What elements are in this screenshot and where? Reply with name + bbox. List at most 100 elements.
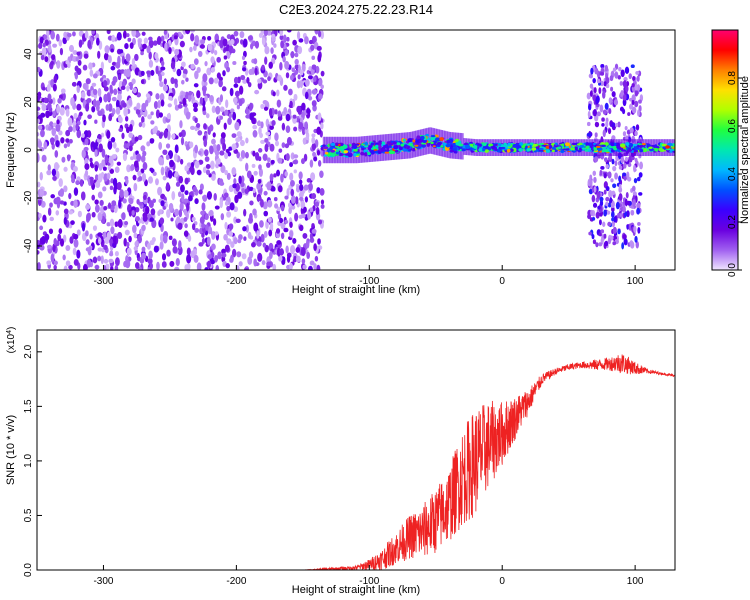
heatmap-cell: [115, 147, 120, 153]
heatmap-cell: [284, 195, 289, 200]
heatmap-cell: [263, 106, 269, 111]
heatmap-cell: [207, 254, 213, 260]
heatmap-cell: [197, 130, 203, 136]
heatmap-cell: [280, 204, 285, 210]
heatmap-cell: [624, 156, 629, 162]
y-tick-label: -20: [23, 190, 34, 205]
heatmap-cell: [277, 185, 283, 193]
heatmap-cell: [320, 84, 324, 90]
heatmap-cell: [76, 103, 82, 111]
heatmap-cell: [292, 238, 297, 244]
heatmap-cell: [257, 252, 263, 262]
heatmap-cell: [150, 120, 155, 125]
heatmap-cell: [228, 231, 234, 237]
heatmap-cell: [347, 153, 353, 158]
heatmap-cell: [595, 242, 599, 248]
heatmap-cell: [196, 90, 201, 99]
heatmap-cell: [207, 226, 213, 235]
heatmap-cell: [192, 102, 198, 109]
heatmap-cell: [220, 165, 226, 174]
spectrogram-x-label: Height of straight line (km): [292, 284, 420, 296]
heatmap-cell: [253, 170, 258, 176]
heatmap-cell: [300, 200, 306, 209]
heatmap-cell: [202, 110, 207, 116]
heatmap-cell: [359, 136, 362, 163]
heatmap-cell: [208, 77, 214, 85]
heatmap-cell: [586, 132, 592, 137]
heatmap-cell: [230, 38, 235, 45]
heatmap-cell: [39, 188, 44, 198]
heatmap-cell: [245, 137, 249, 144]
heatmap-cell: [105, 104, 110, 111]
heatmap-cell: [667, 142, 673, 147]
heatmap-cell: [545, 149, 551, 154]
heatmap-cell: [219, 94, 224, 103]
colorbar-tick-label: 0.0: [727, 263, 738, 277]
heatmap-cell: [278, 255, 283, 262]
heatmap-cell: [227, 117, 232, 125]
heatmap-cell: [209, 124, 214, 132]
heatmap-cell: [317, 112, 322, 122]
heatmap-cell: [182, 68, 188, 75]
heatmap-cell: [112, 177, 118, 187]
heatmap-cell: [51, 168, 57, 177]
heatmap-cell: [314, 255, 319, 262]
heatmap-cell: [293, 169, 298, 174]
heatmap-cell: [280, 173, 284, 183]
heatmap-cell: [484, 145, 489, 150]
heatmap-cell: [637, 176, 641, 182]
heatmap-cell: [630, 64, 635, 69]
heatmap-cell: [233, 76, 239, 84]
heatmap-cell: [107, 140, 113, 150]
heatmap-cell: [153, 100, 159, 110]
heatmap-cell: [311, 55, 316, 61]
heatmap-cell: [307, 265, 313, 270]
heatmap-cell: [125, 53, 131, 62]
heatmap-cell: [578, 147, 583, 151]
heatmap-cell: [56, 60, 61, 69]
heatmap-cell: [284, 49, 289, 56]
heatmap-cell: [311, 88, 317, 95]
heatmap-cell: [225, 263, 230, 269]
heatmap-cell: [254, 67, 258, 76]
heatmap-cell: [198, 150, 202, 155]
heatmap-cell: [184, 264, 189, 270]
heatmap-cell: [231, 248, 237, 258]
heatmap-cell: [51, 54, 56, 61]
heatmap-cell: [92, 225, 98, 231]
heatmap-cell: [223, 55, 228, 60]
heatmap-cell: [55, 123, 61, 132]
heatmap-cell: [223, 192, 229, 198]
heatmap-cell: [55, 196, 61, 204]
heatmap-cell: [158, 141, 163, 150]
heatmap-cell: [146, 242, 151, 250]
heatmap-cell: [240, 75, 246, 81]
heatmap-cell: [63, 185, 68, 193]
heatmap-cell: [73, 199, 78, 209]
heatmap-cell: [137, 201, 144, 206]
heatmap-cell: [205, 163, 211, 170]
heatmap-cell: [39, 225, 44, 231]
heatmap-cell: [284, 219, 289, 224]
snr-frame: [36, 329, 676, 571]
heatmap-cell: [307, 211, 312, 220]
heatmap-cell: [190, 63, 195, 70]
heatmap-cell: [186, 202, 190, 212]
heatmap-cell: [510, 148, 514, 152]
heatmap-cell: [83, 130, 89, 138]
heatmap-cell: [167, 103, 172, 108]
heatmap-cell: [73, 187, 79, 196]
heatmap-cell: [46, 244, 52, 249]
heatmap-cell: [39, 172, 43, 181]
heatmap-cell: [436, 141, 442, 146]
heatmap-cell: [320, 204, 325, 209]
heatmap-cell: [48, 44, 52, 53]
heatmap-cell: [137, 134, 143, 141]
heatmap-cell: [291, 67, 296, 73]
heatmap-cell: [294, 196, 299, 205]
heatmap-cell: [135, 216, 140, 222]
heatmap-cell: [634, 157, 638, 163]
heatmap-cell: [271, 120, 276, 126]
heatmap-cell: [177, 191, 182, 198]
heatmap-cell: [114, 250, 119, 257]
